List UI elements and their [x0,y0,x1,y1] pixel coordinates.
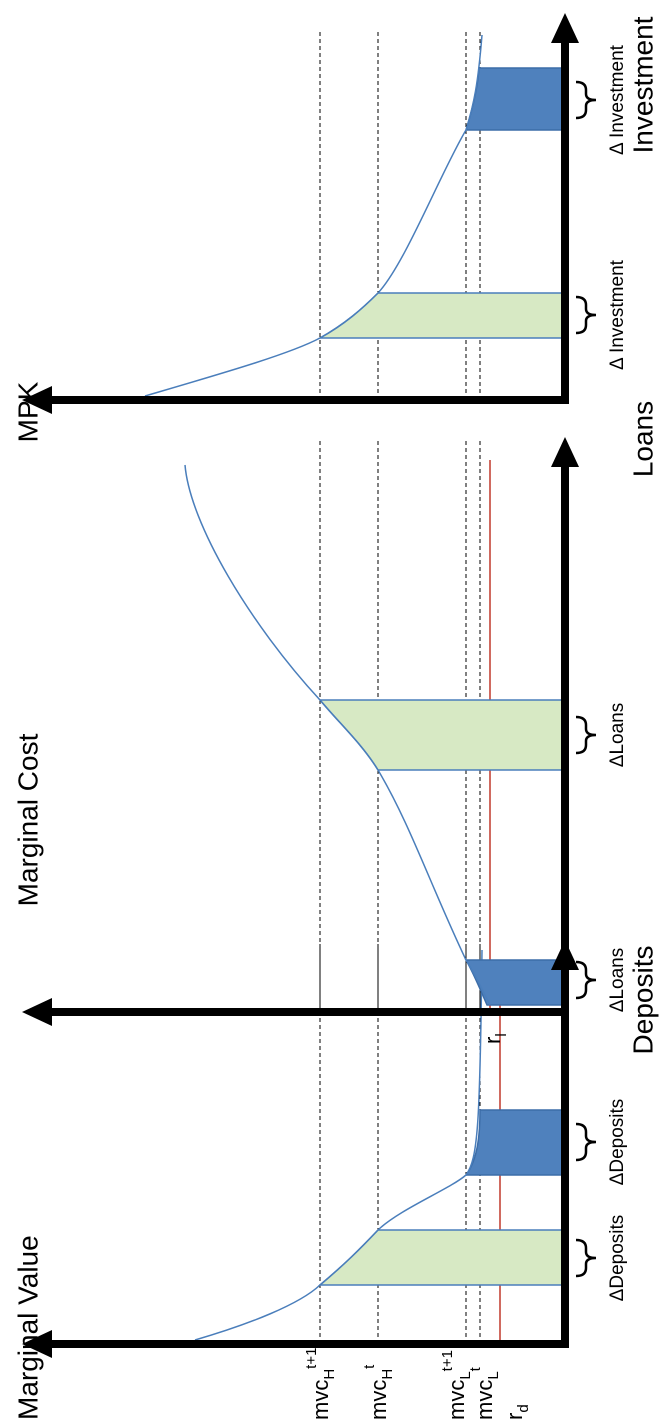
green-area [317,292,566,339]
title: MPK [12,381,43,442]
label-base: mvc [444,1380,469,1420]
green-area [318,699,566,771]
green-area [317,1229,566,1286]
arrowhead [22,998,52,1026]
blue-area [464,67,566,131]
title: Marginal Cost [12,733,43,906]
label-sub: L [485,1371,502,1379]
label-base: mvc [366,1380,391,1420]
label-base: mvc [472,1380,497,1420]
brace [575,1238,597,1278]
axis-label: Investment [627,16,658,153]
level-label: rd [502,1404,532,1420]
label-sub: H [379,1369,396,1380]
delta-label: ΔDeposits [607,1215,628,1302]
brace [575,715,597,755]
delta-label: ΔDeposits [607,1099,628,1186]
label-sub: H [321,1369,338,1380]
arrowhead [551,13,579,43]
arrowhead [551,437,579,467]
curve [184,464,491,1006]
level-label: mvcLt+1 [439,1350,474,1420]
level-label: mvcHt+1 [303,1348,338,1420]
rate-label: rl [480,1033,510,1044]
blue-area [464,1109,566,1176]
level-label: mvcHt [361,1364,396,1420]
level-label: mvcLt [467,1366,502,1420]
label-sup: t [467,1366,484,1371]
delta-label: ΔLoans [607,703,628,767]
axis-label: Deposits [627,946,658,1055]
label-sup: t [361,1364,378,1369]
brace [575,295,597,335]
curve [144,34,483,397]
label-base: r [502,1413,527,1420]
brace [575,1122,597,1162]
level-lines [319,29,481,1344]
delta-label: Δ Investment [607,44,628,155]
label-base: mvc [308,1380,333,1420]
rotated-diagram: Marginal Value Marginal Cost MPK Deposit… [12,13,658,1420]
arrowhead [22,1330,52,1358]
delta-label: Δ Investment [607,259,628,370]
curve [194,949,483,1341]
arrowhead [22,386,52,414]
brace [575,960,597,1000]
axes [22,13,579,1358]
label-sub: L [457,1371,474,1379]
label-base: r [480,1037,505,1044]
blue-area [464,959,566,1006]
label-sub: l [493,1033,510,1036]
braces [575,80,597,1278]
label-sup: t+1 [439,1350,456,1371]
delta-label: ΔLoans [607,948,628,1012]
axis-label: Loans [627,401,658,477]
title: Marginal Value [12,1235,43,1420]
brace [575,80,597,120]
label-sup: t+1 [303,1348,320,1369]
label-sub: d [515,1404,532,1412]
